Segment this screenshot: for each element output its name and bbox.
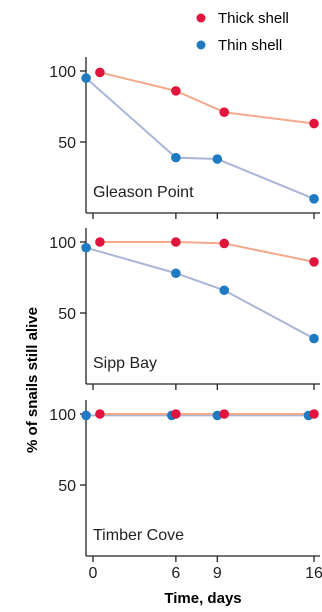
data-point-thick-shell xyxy=(95,409,105,419)
panel-label: Sipp Bay xyxy=(93,355,157,372)
y-tick-label: 100 xyxy=(49,64,76,81)
series-line-thick-shell xyxy=(99,71,315,125)
x-tick-label: 16 xyxy=(305,565,322,582)
data-point-thick-shell xyxy=(95,237,105,247)
data-point-thick-shell xyxy=(171,237,181,247)
x-tick-label: 9 xyxy=(213,565,222,582)
data-point-thick-shell xyxy=(309,409,319,419)
panel-sipp-bay: 100 50 Sipp Bay xyxy=(49,228,320,390)
legend-entry-thin-shell: Thin shell xyxy=(196,37,282,54)
y-tick-label: 100 xyxy=(49,235,76,252)
x-tick-label: 6 xyxy=(171,565,180,582)
panel-gleason-point: 100 50 Gleason Point xyxy=(49,57,320,219)
series-line-thick-shell xyxy=(99,241,315,263)
legend-label-thin-shell: Thin shell xyxy=(218,37,282,54)
data-point-thick-shell xyxy=(219,238,230,249)
data-point-thick-shell xyxy=(95,67,105,78)
y-axis-label: % of snails still alive xyxy=(24,307,41,453)
data-point-thin-shell xyxy=(309,194,319,204)
data-point-thick-shell xyxy=(309,118,319,129)
legend-entry-thick-shell: Thick shell xyxy=(196,10,289,27)
y-tick-label: 100 xyxy=(49,407,76,424)
y-tick-label: 50 xyxy=(58,306,76,323)
data-point-thick-shell xyxy=(219,107,230,117)
x-axis-label: Time, days xyxy=(164,590,241,607)
data-point-thick-shell xyxy=(171,86,181,96)
plot-panels: 100 50 Gleason Point 100 50 Sipp Bay 100 50 Timb… xyxy=(49,57,320,562)
panel-timber-cove: 100 50 Timber Cove xyxy=(49,400,320,562)
x-axis: 0 6 9 16 xyxy=(89,565,322,582)
panel-label: Timber Cove xyxy=(93,527,184,544)
x-tick-label: 0 xyxy=(89,565,98,582)
series-line-thin-shell xyxy=(85,246,315,340)
data-point-thin-shell xyxy=(81,73,91,83)
legend-marker-thick-shell xyxy=(196,13,206,23)
data-point-thin-shell xyxy=(219,285,230,296)
series-line-thin-shell xyxy=(85,77,315,200)
data-point-thick-shell xyxy=(309,257,319,267)
data-point-thin-shell xyxy=(212,154,223,164)
data-point-thick-shell xyxy=(171,409,181,419)
data-point-thin-shell xyxy=(171,152,181,163)
y-tick-label: 50 xyxy=(58,478,76,495)
data-point-thin-shell xyxy=(81,410,91,421)
legend: Thick shell Thin shell xyxy=(196,10,289,54)
data-point-thin-shell xyxy=(81,242,91,253)
data-point-thin-shell xyxy=(309,333,319,344)
legend-marker-thin-shell xyxy=(196,40,206,50)
data-point-thick-shell xyxy=(219,409,230,419)
panel-label: Gleason Point xyxy=(93,184,194,201)
y-tick-label: 50 xyxy=(58,135,76,152)
data-point-thin-shell xyxy=(171,268,181,279)
legend-label-thick-shell: Thick shell xyxy=(218,10,289,27)
